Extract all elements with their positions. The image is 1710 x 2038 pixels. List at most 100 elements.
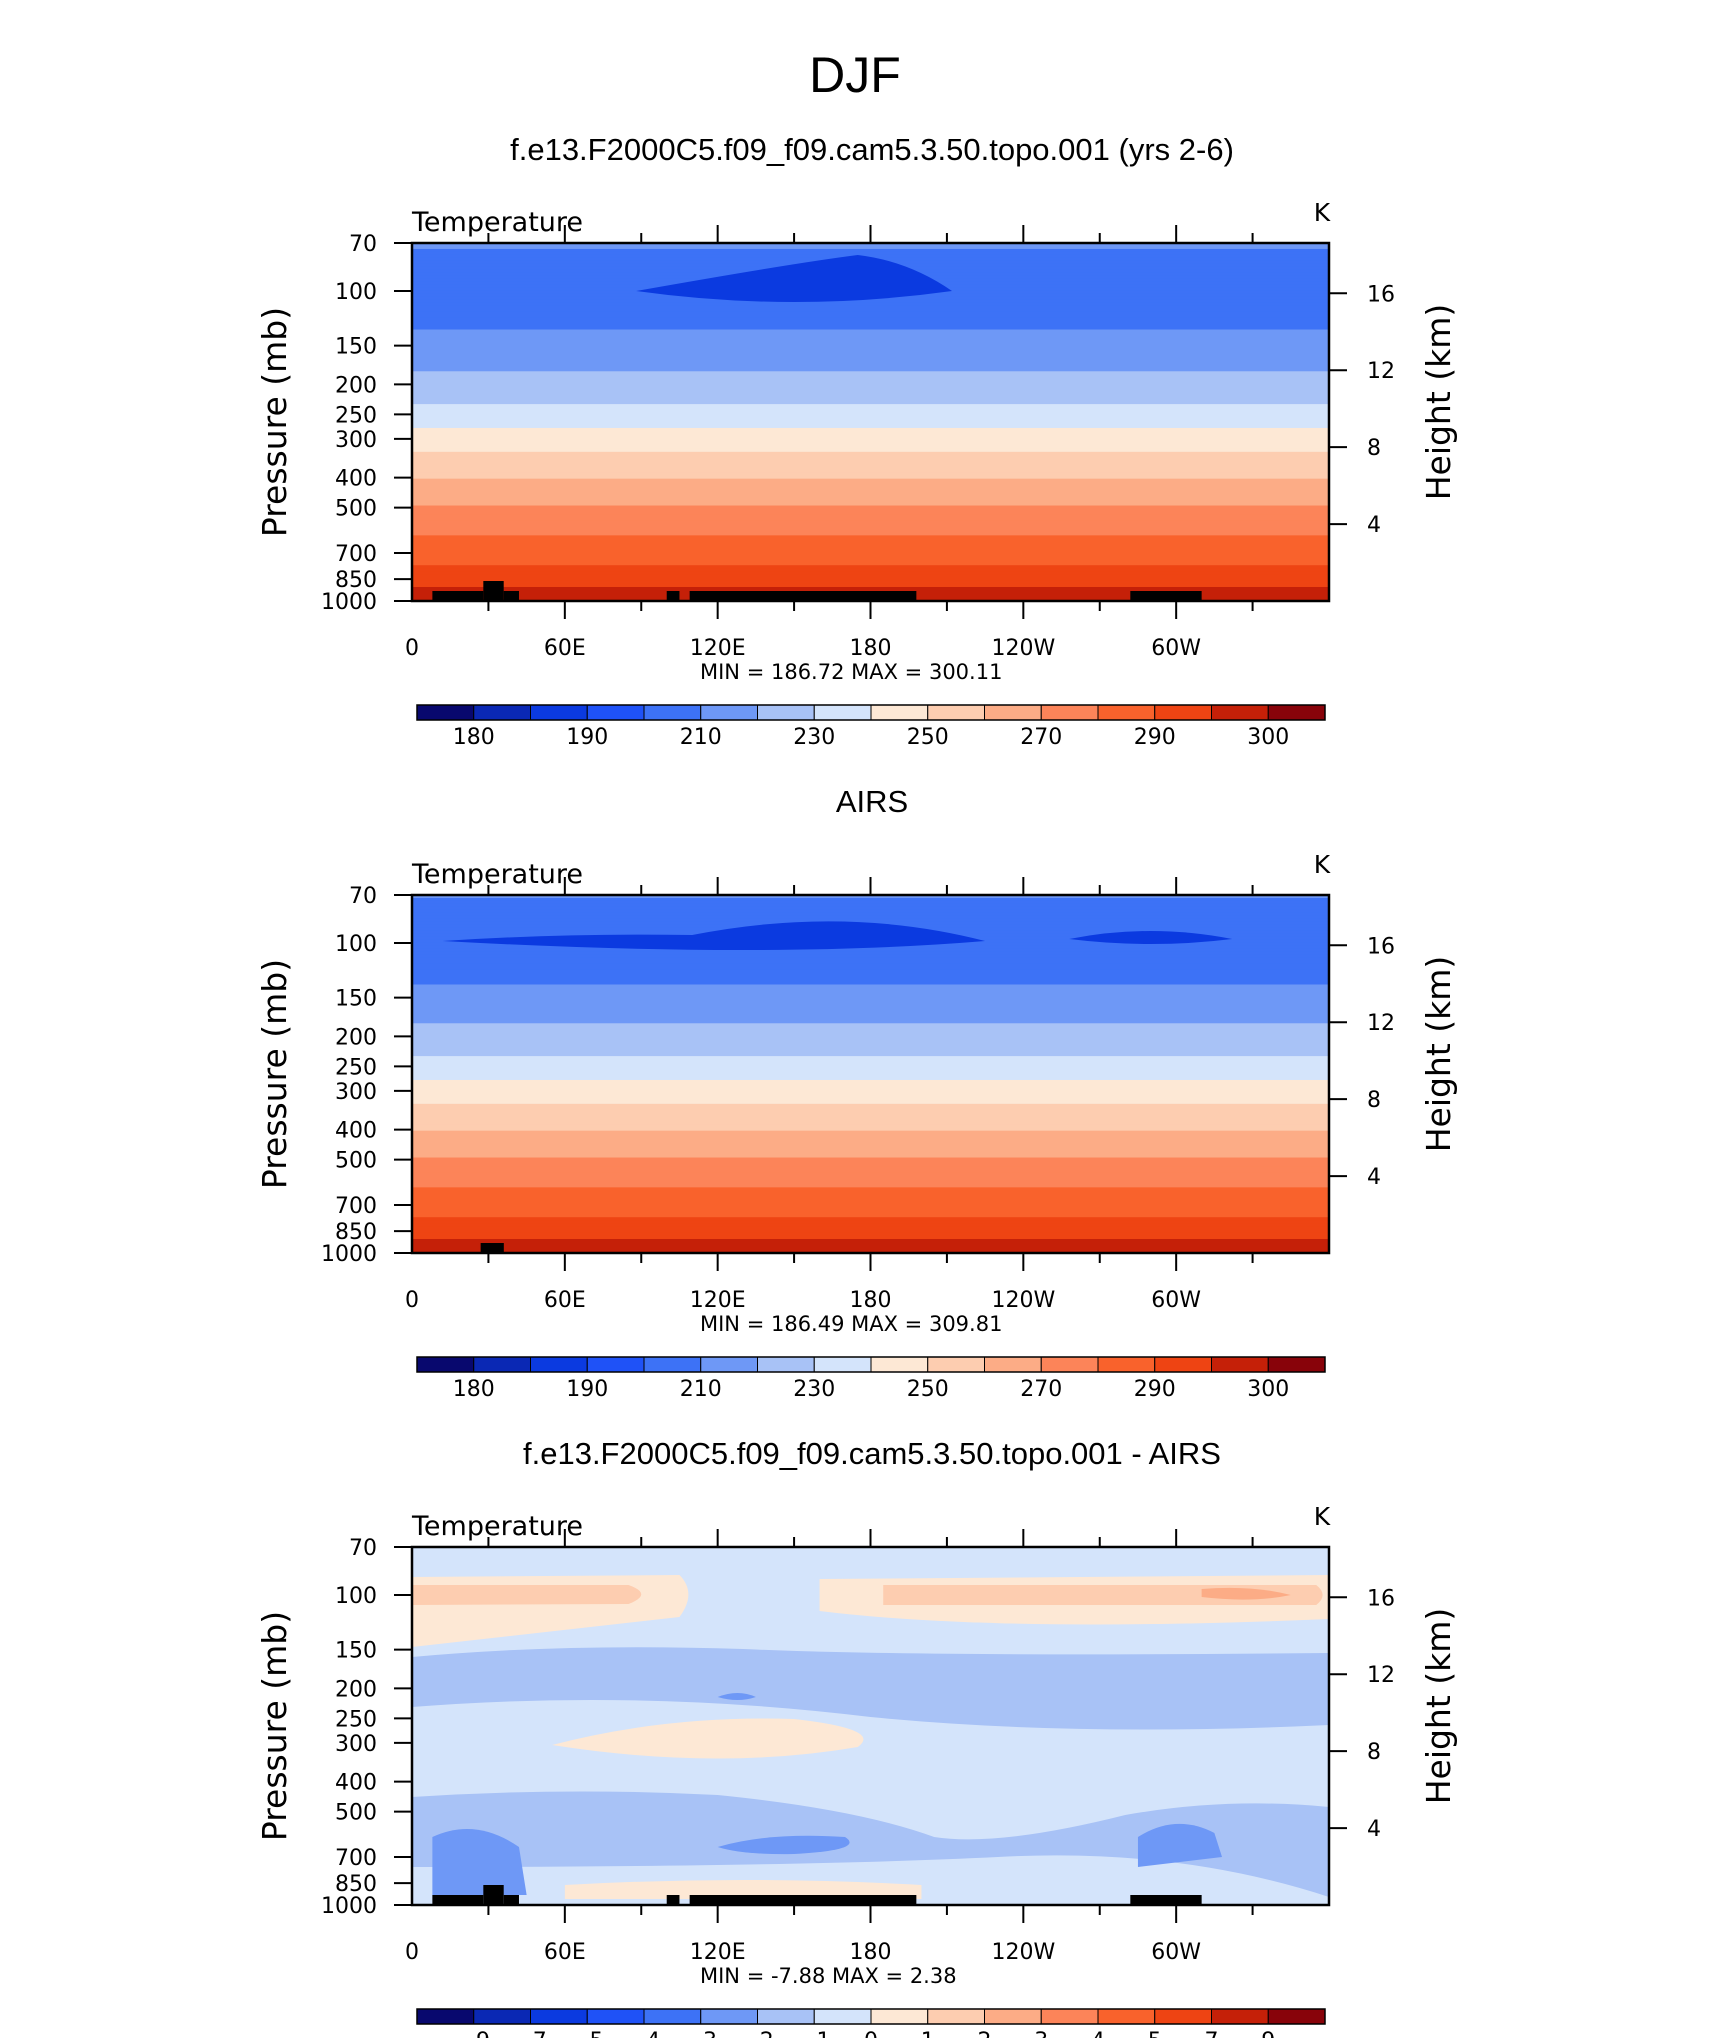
contour-band (412, 251, 1329, 256)
colorbar-swatch (1211, 704, 1269, 721)
contour-band (412, 356, 1329, 360)
y-axis-label: Pressure (mb) (255, 1611, 294, 1841)
x-tick-label: 180 (850, 1940, 892, 1965)
contour-band (412, 1124, 1329, 1129)
colorbar-swatch (700, 1356, 758, 1373)
y-tick-label: 300 (335, 1732, 377, 1757)
contour-region (717, 1835, 850, 1855)
x-tick-label: 60E (544, 1940, 586, 1965)
contour-band (412, 401, 1329, 405)
contour-band (412, 1059, 1329, 1063)
contour-band (412, 1232, 1329, 1236)
contour-band (412, 311, 1329, 316)
min-max: MIN = -7.88 MAX = 2.38 (700, 1964, 957, 1988)
contour-band (412, 1047, 1329, 1051)
y-tick-label: 150 (335, 1639, 377, 1664)
contour-band (412, 347, 1329, 351)
contour-band (412, 951, 1329, 956)
contour-band (412, 897, 1329, 902)
contour-band (412, 1151, 1329, 1156)
contour-region (432, 1829, 527, 1895)
colorbar-swatch (700, 704, 758, 721)
y-tick-label-right: 8 (1367, 436, 1381, 461)
y-axis-label: Pressure (mb) (255, 307, 294, 537)
y-tick-label: 400 (335, 1771, 377, 1796)
colorbar-swatch (984, 704, 1042, 721)
colorbar-label: 190 (566, 1377, 608, 1402)
land-block (666, 591, 680, 601)
max-label: MAX = (851, 660, 929, 684)
panel-title: f.e13.F2000C5.f09_f09.cam5.3.50.topo.001… (523, 1436, 1221, 1471)
colorbar-swatch (870, 2008, 929, 2025)
colorbar-swatch (586, 704, 645, 721)
contour-band (412, 410, 1329, 414)
contour-band (412, 1068, 1329, 1072)
contour-band (412, 433, 1329, 438)
contour-region (412, 1585, 642, 1605)
y-tick-label-right: 16 (1367, 1586, 1395, 1611)
contour-region (717, 1693, 756, 1700)
colorbar-swatch (1267, 704, 1326, 721)
land-block (483, 581, 504, 601)
units-label: K (1314, 850, 1331, 879)
contour-region (412, 1791, 1329, 1897)
contour-band (412, 1106, 1329, 1111)
contour-band (412, 374, 1329, 378)
contour-band (412, 332, 1329, 337)
contour-band (412, 308, 1329, 313)
colorbar-label: 270 (1020, 1377, 1062, 1402)
contour-band (412, 329, 1329, 334)
x-tick-label: 0 (405, 636, 419, 661)
contour-band (412, 484, 1329, 489)
contour-band (412, 526, 1329, 530)
contour-band (412, 1175, 1329, 1180)
contour-band (412, 547, 1329, 551)
x-tick-label: 60W (1151, 1288, 1201, 1313)
colorbar-swatch (643, 2008, 702, 2025)
contour-band (412, 350, 1329, 354)
y-tick-label: 500 (335, 1149, 377, 1174)
contour-band (412, 915, 1329, 920)
units-label: K (1314, 1502, 1331, 1531)
colorbar-label: 5 (1148, 2029, 1162, 2038)
contour-band (412, 1032, 1329, 1036)
contour-band (412, 909, 1329, 914)
colorbar-label: 210 (680, 725, 722, 750)
contour-field (412, 895, 1329, 1253)
surface-mask (432, 581, 1202, 601)
colorbar-swatch (984, 1356, 1042, 1373)
contour-band (412, 365, 1329, 369)
contour-band (412, 1100, 1329, 1105)
land-block (666, 1895, 680, 1905)
contour-band (412, 1145, 1329, 1150)
y-axis-label: Pressure (mb) (255, 959, 294, 1189)
colorbar-swatch (530, 1356, 588, 1373)
contour-band (412, 1029, 1329, 1033)
contour-band (412, 993, 1329, 998)
colorbar-swatch (586, 2008, 645, 2025)
land-block (503, 1895, 519, 1905)
contour-band (412, 359, 1329, 363)
colorbar-swatch (416, 704, 475, 721)
x-tick-label: 120E (690, 1940, 746, 1965)
contour-band (412, 335, 1329, 340)
contour-band (412, 996, 1329, 1001)
y-tick-label: 1000 (321, 1894, 377, 1919)
land-block (432, 591, 484, 601)
x-tick-label: 60E (544, 1288, 586, 1313)
contour-band (412, 490, 1329, 495)
colorbar-label: 250 (907, 1377, 949, 1402)
contour-band (412, 1211, 1329, 1215)
contour-region (552, 1718, 864, 1759)
y-tick-label: 200 (335, 373, 377, 398)
panel-1: f.e13.F2000C5.f09_f09.cam5.3.50.topo.001… (255, 132, 1458, 750)
contour-band (412, 1148, 1329, 1153)
contour-band (412, 1103, 1329, 1108)
colorbar-swatch (473, 2008, 531, 2025)
contour-band (412, 1172, 1329, 1177)
contour-band (412, 1074, 1329, 1078)
min-max: MIN = 186.72 MAX = 300.11 (700, 660, 1002, 684)
colorbar-swatch (643, 1356, 702, 1373)
colorbar-label: 290 (1134, 725, 1176, 750)
